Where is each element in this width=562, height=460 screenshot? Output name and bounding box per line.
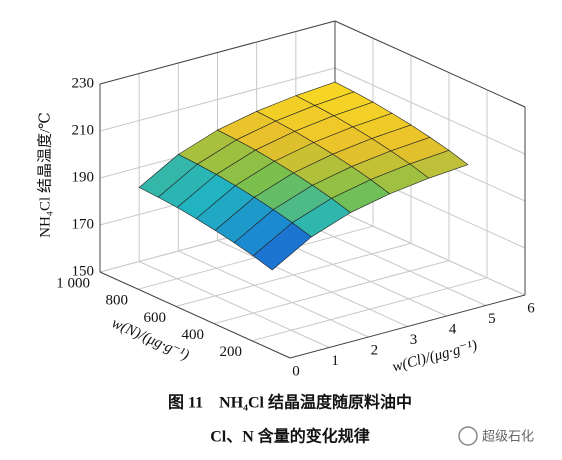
x-tick-label: 6 (527, 300, 535, 316)
grid-line (138, 261, 330, 348)
labels: 150 170 190 210 230 0 1 2 3 4 5 6 200 400 600 800 1 000 (56, 75, 535, 379)
y-tick-label: 800 (106, 293, 129, 309)
z-tick-label: 190 (72, 169, 95, 185)
y-tick-label: 400 (182, 327, 205, 343)
z-tick-label: 230 (72, 75, 95, 91)
x-tick-label: 0 (292, 363, 300, 379)
axis-edge (99, 20, 336, 85)
grid-line (178, 250, 369, 338)
grid-line (213, 260, 450, 325)
watermark: 超级石化 (482, 430, 534, 445)
z-tick-label: 150 (72, 263, 95, 279)
axis-edge (289, 294, 526, 359)
x-tick-label: 4 (449, 321, 457, 337)
surface-patch (252, 222, 312, 271)
x-tick-label: 2 (371, 342, 379, 358)
grid-line (217, 240, 408, 327)
grid-line (175, 242, 412, 307)
z-tick-label: 210 (72, 122, 95, 138)
y-tick-label: 200 (220, 344, 243, 360)
surface (138, 81, 469, 271)
z-tick-label: 170 (72, 216, 95, 232)
grid (99, 20, 526, 359)
y-tick-label: 600 (144, 310, 167, 326)
axis-edge (99, 271, 291, 359)
caption: 图 11 NH₄Cl 结晶温度随原料油中 (168, 393, 412, 412)
x-tick-label: 3 (410, 332, 418, 348)
grid-line (334, 67, 526, 155)
axis-edge (334, 20, 526, 108)
grid-line (251, 277, 488, 342)
x-tick-label: 5 (488, 311, 496, 327)
x-axis-title: w(Cl)/(μg·g⁻¹) (391, 337, 479, 375)
caption: Cl、N 含量的变化规律 (210, 427, 370, 446)
x-tick-label: 1 (331, 353, 339, 369)
z-axis-title: NH₄Cl 结晶温度/℃ (36, 112, 53, 238)
grid-line (334, 208, 526, 296)
grid-line (295, 219, 487, 306)
y-tick-label: 1 000 (56, 275, 90, 291)
watermark-icon (458, 426, 478, 446)
